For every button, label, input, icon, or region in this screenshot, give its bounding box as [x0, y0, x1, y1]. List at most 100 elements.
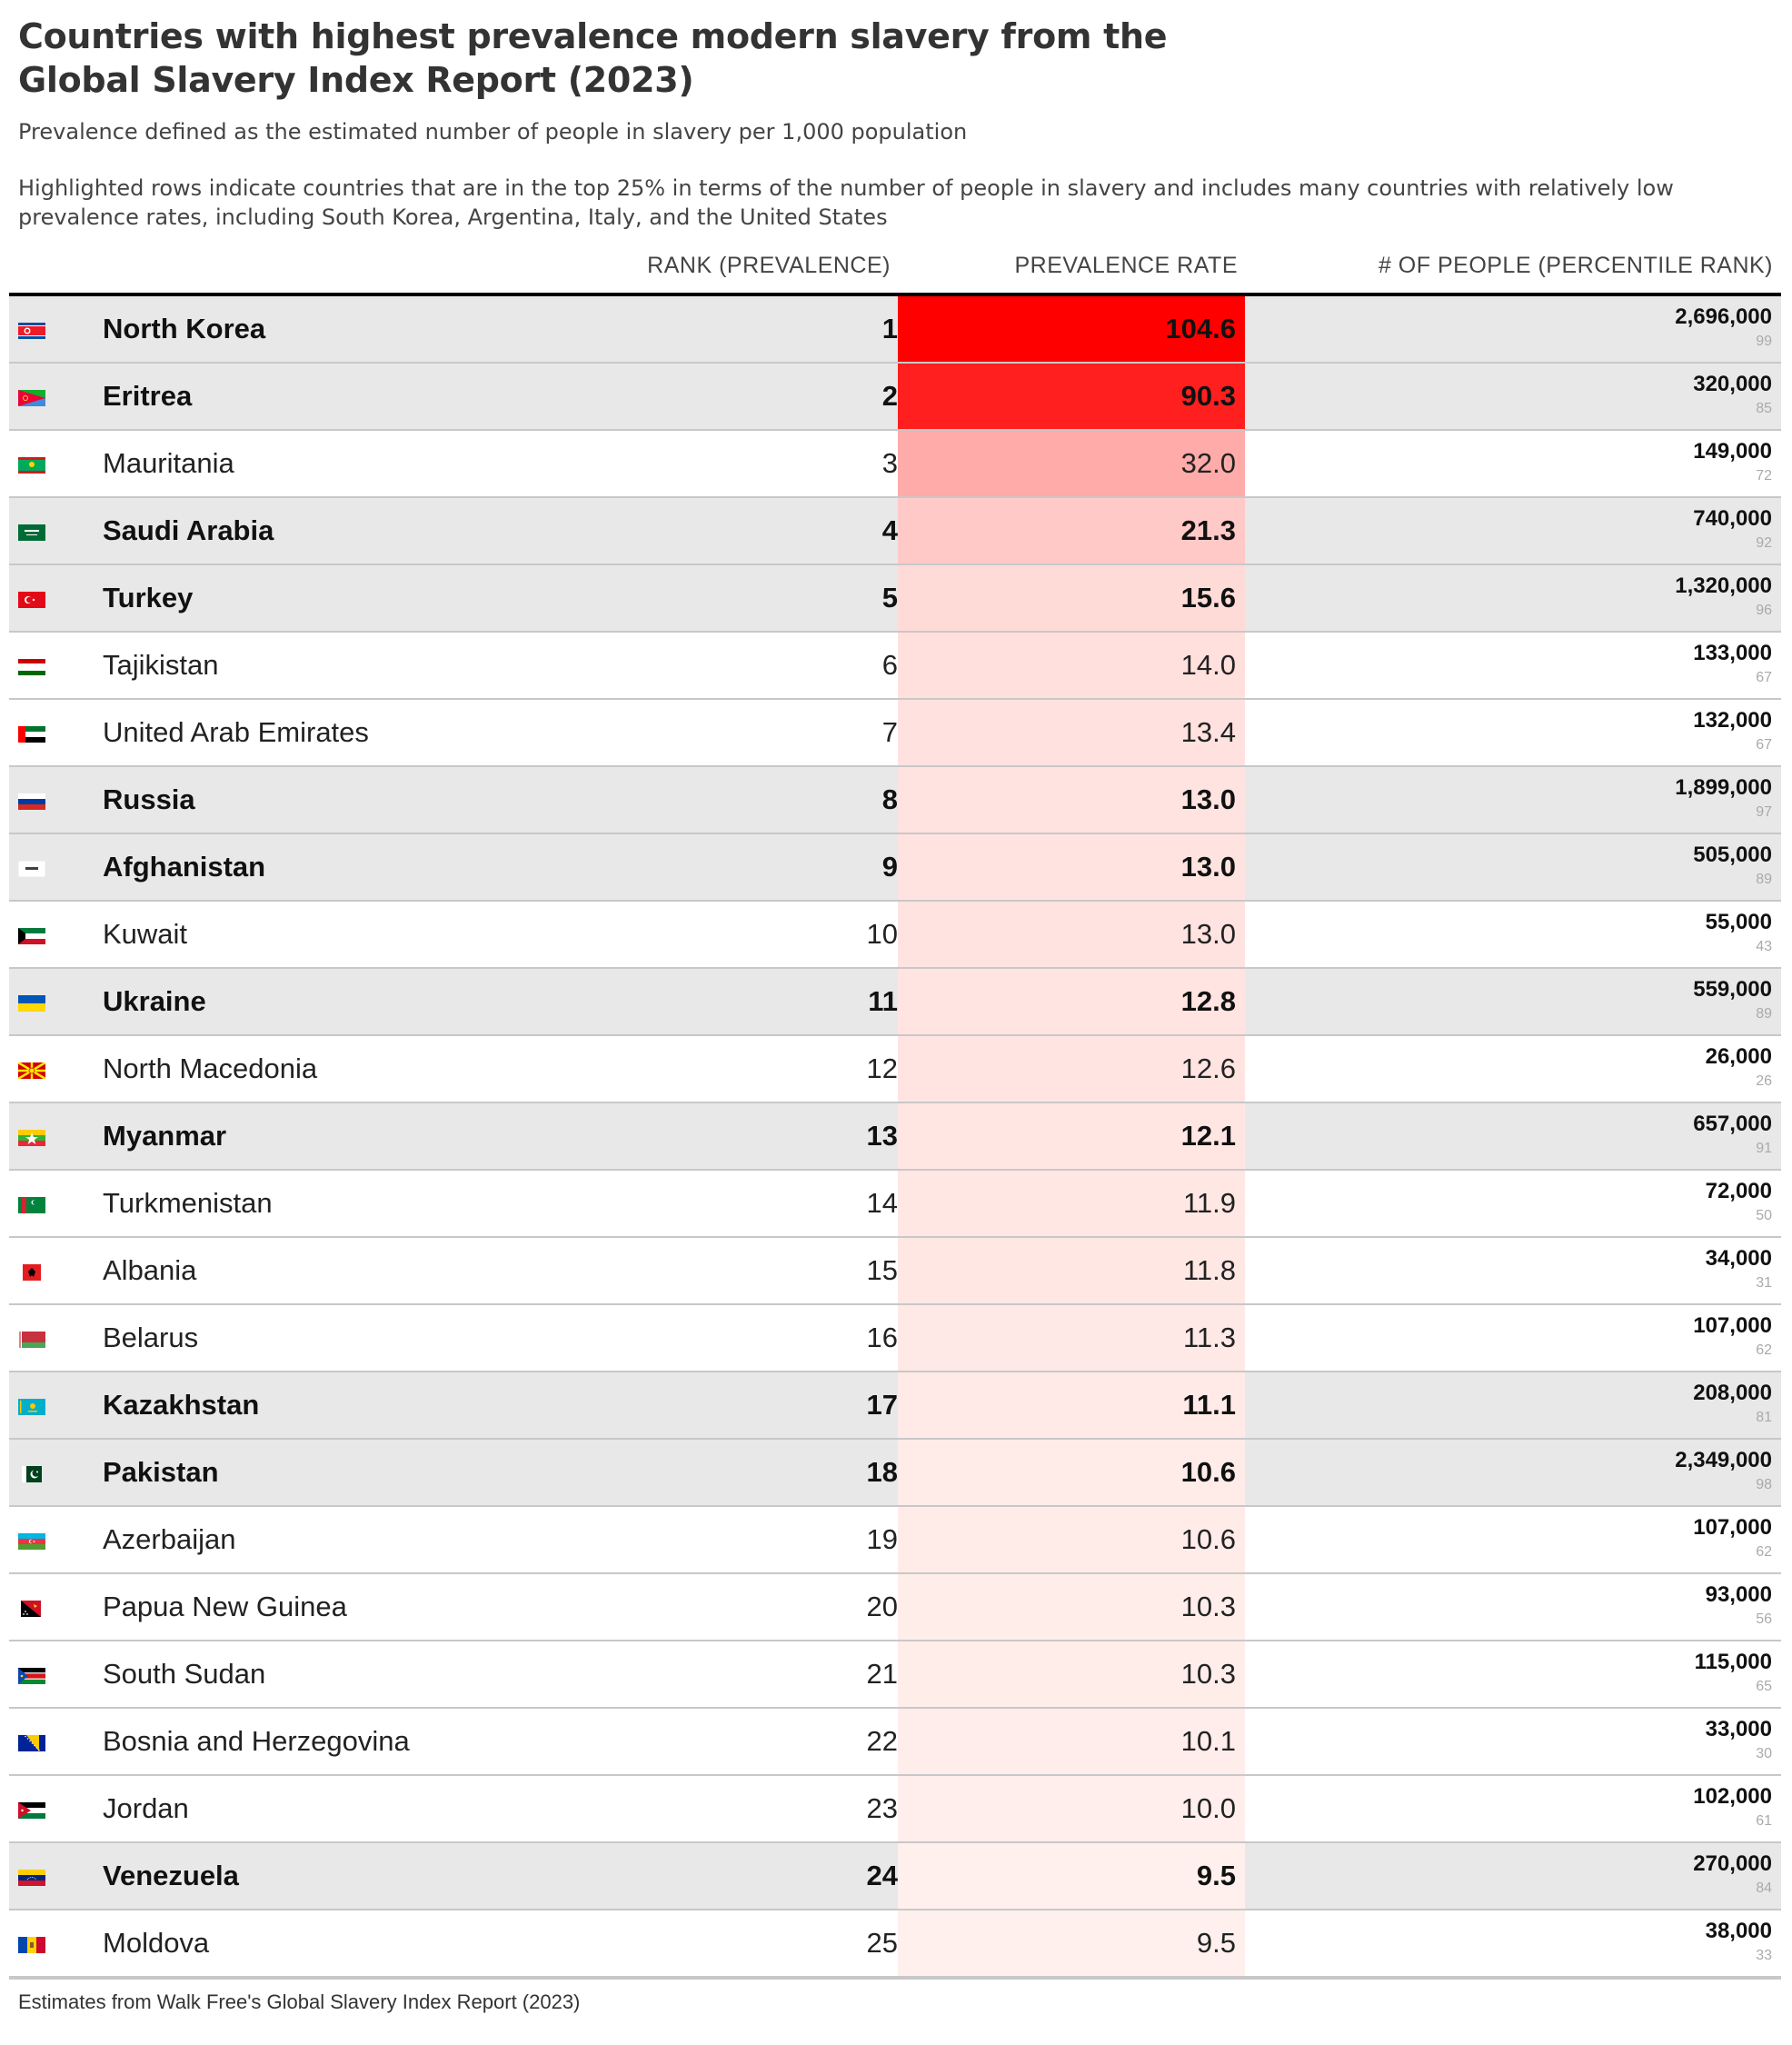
table-row: Bosnia and Herzegovina 22 10.1 33,000 30: [9, 1709, 1781, 1776]
rate-cell: 9.5: [898, 1843, 1245, 1909]
country-name: Kuwait: [103, 918, 188, 950]
rate-cell: 10.1: [898, 1709, 1245, 1774]
table-row: Papua New Guinea 20 10.3 93,000 56: [9, 1574, 1781, 1641]
percentile-rank: 67: [1756, 737, 1772, 753]
percentile-rank: 67: [1756, 670, 1772, 685]
rate-value: 10.1: [1180, 1725, 1236, 1757]
table-row: United Arab Emirates 7 13.4 132,000 67: [9, 700, 1781, 767]
column-header-rate: PREVALENCE RATE: [1014, 253, 1238, 278]
people-count: 270,000: [1693, 1851, 1772, 1876]
percentile-rank: 30: [1756, 1746, 1772, 1761]
table-row: Pakistan 18 10.6 2,349,000 98: [9, 1440, 1781, 1507]
rate-cell: 11.9: [898, 1171, 1245, 1236]
source-note: Estimates from Walk Free's Global Slaver…: [18, 1990, 581, 2013]
country-name: Kazakhstan: [103, 1389, 260, 1421]
people-count: 133,000: [1693, 641, 1772, 665]
people-count: 149,000: [1693, 439, 1772, 464]
rate-value: 10.6: [1180, 1456, 1236, 1488]
rank-value: 13: [866, 1120, 898, 1152]
rate-value: 15.6: [1180, 582, 1236, 614]
percentile-rank: 97: [1756, 804, 1772, 820]
percentile-rank: 26: [1756, 1073, 1772, 1089]
rank-value: 3: [881, 447, 898, 479]
people-count: 107,000: [1693, 1515, 1772, 1540]
table-row: Mauritania 3 32.0 149,000 72: [9, 431, 1781, 498]
rate-cell: 104.6: [898, 296, 1245, 362]
rate-value: 10.3: [1180, 1591, 1236, 1622]
column-header-rank: RANK (PREVALENCE): [647, 253, 891, 278]
rate-value: 11.3: [1182, 1322, 1236, 1353]
table-row: Myanmar 13 12.1 657,000 91: [9, 1103, 1781, 1171]
country-name: Myanmar: [103, 1120, 227, 1152]
percentile-rank: 31: [1756, 1275, 1772, 1291]
rate-value: 10.0: [1180, 1792, 1236, 1824]
table-row: Azerbaijan 19 10.6 107,000 62: [9, 1507, 1781, 1574]
rank-value: 7: [881, 716, 898, 748]
table-row: Kazakhstan 17 11.1 208,000 81: [9, 1372, 1781, 1440]
rate-cell: 10.0: [898, 1776, 1245, 1841]
rate-value: 12.6: [1180, 1052, 1236, 1084]
flag-bosnia-icon: [18, 1735, 45, 1751]
country-name: Mauritania: [103, 447, 234, 479]
rate-value: 10.3: [1180, 1658, 1236, 1690]
rate-cell: 10.3: [898, 1641, 1245, 1707]
rate-value: 104.6: [1165, 313, 1236, 344]
people-count: 657,000: [1693, 1112, 1772, 1136]
country-name: North Korea: [103, 313, 266, 344]
rate-value: 21.3: [1180, 514, 1236, 546]
people-count: 33,000: [1705, 1717, 1772, 1741]
country-name: Azerbaijan: [103, 1523, 236, 1555]
people-count: 115,000: [1694, 1650, 1772, 1674]
percentile-rank: 43: [1756, 939, 1772, 954]
table-row: North Macedonia 12 12.6 26,000 26: [9, 1036, 1781, 1103]
rank-value: 5: [881, 582, 898, 614]
rate-cell: 13.0: [898, 834, 1245, 900]
flag-uae-icon: [18, 726, 45, 743]
country-name: Russia: [103, 783, 195, 815]
country-name: Turkmenistan: [103, 1187, 273, 1219]
rank-value: 9: [881, 851, 898, 883]
rate-value: 9.5: [1196, 1860, 1236, 1891]
rate-value: 90.3: [1180, 380, 1236, 412]
people-count: 208,000: [1693, 1381, 1772, 1405]
rate-cell: 11.8: [898, 1238, 1245, 1303]
flag-pakistan-icon: [22, 1466, 42, 1482]
percentile-rank: 85: [1756, 401, 1772, 416]
rate-cell: 9.5: [898, 1910, 1245, 1976]
people-count: 1,320,000: [1675, 574, 1772, 598]
table-bottom-rule: [9, 1976, 1781, 1980]
percentile-rank: 89: [1756, 1006, 1772, 1022]
rate-value: 12.1: [1180, 1120, 1236, 1152]
rank-value: 25: [866, 1927, 898, 1959]
rank-value: 16: [866, 1322, 898, 1353]
rate-value: 13.4: [1180, 716, 1236, 748]
rank-value: 21: [866, 1658, 898, 1690]
rate-value: 11.1: [1182, 1389, 1236, 1421]
flag-albania-icon: [23, 1264, 41, 1281]
percentile-rank: 98: [1756, 1477, 1772, 1492]
rate-cell: 11.1: [898, 1372, 1245, 1438]
country-name: United Arab Emirates: [103, 716, 369, 748]
country-name: Eritrea: [103, 380, 193, 412]
table-row: Tajikistan 6 14.0 133,000 67: [9, 633, 1781, 700]
flag-azerbaijan-icon: [18, 1533, 45, 1550]
country-name: Albania: [103, 1254, 197, 1286]
table-row: Turkey 5 15.6 1,320,000 96: [9, 565, 1781, 633]
rank-value: 23: [866, 1792, 898, 1824]
percentile-rank: 50: [1756, 1208, 1772, 1223]
rate-cell: 13.0: [898, 767, 1245, 833]
rate-cell: 11.3: [898, 1305, 1245, 1371]
percentile-rank: 89: [1756, 872, 1772, 887]
chart-note: Highlighted rows indicate countries that…: [18, 175, 1674, 230]
flag-south-sudan-icon: [18, 1668, 45, 1684]
flag-eritrea-icon: [18, 390, 45, 406]
rate-value: 11.9: [1182, 1187, 1236, 1219]
flag-myanmar-icon: [18, 1130, 45, 1146]
percentile-rank: 61: [1756, 1813, 1772, 1829]
table-row: North Korea 1 104.6 2,696,000 99: [9, 296, 1781, 364]
chart-subtitle: Prevalence defined as the estimated numb…: [18, 119, 968, 145]
country-name: Ukraine: [103, 985, 206, 1017]
rank-value: 11: [868, 985, 898, 1017]
rank-value: 24: [866, 1860, 898, 1891]
rank-value: 4: [881, 514, 898, 546]
